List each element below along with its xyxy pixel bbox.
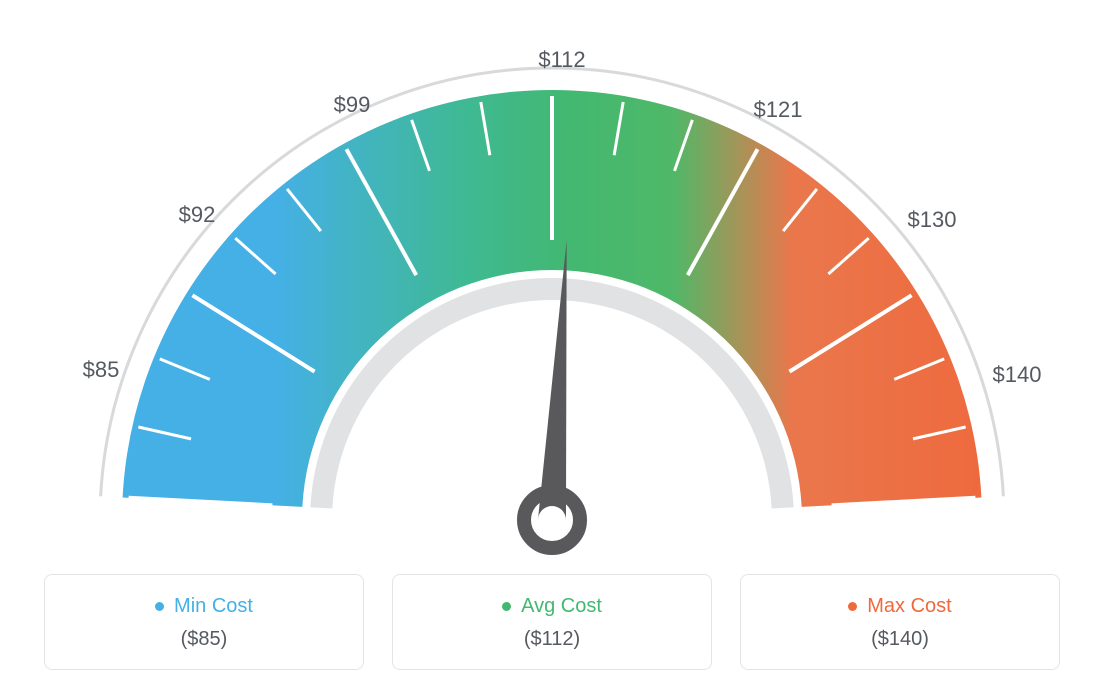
legend-label-min: Min Cost — [174, 595, 253, 618]
legend-title-min: Min Cost — [155, 595, 253, 618]
gauge-label: $92 — [179, 202, 216, 228]
gauge-label: $140 — [993, 362, 1042, 388]
legend-dot-max — [848, 602, 857, 611]
legend-title-avg: Avg Cost — [502, 595, 602, 618]
cost-gauge: $85 $92 $99 $112 $121 $130 $140 — [52, 20, 1052, 570]
legend-dot-min — [155, 602, 164, 611]
gauge-label: $85 — [83, 357, 120, 383]
legend-row: Min Cost ($85) Avg Cost ($112) Max Cost … — [0, 574, 1104, 670]
legend-label-max: Max Cost — [867, 595, 951, 618]
legend-card-min: Min Cost ($85) — [44, 574, 364, 670]
legend-value-min: ($85) — [55, 628, 353, 651]
legend-dot-avg — [502, 602, 511, 611]
legend-card-avg: Avg Cost ($112) — [392, 574, 712, 670]
legend-card-max: Max Cost ($140) — [740, 574, 1060, 670]
legend-value-avg: ($112) — [403, 628, 701, 651]
gauge-label: $99 — [334, 92, 371, 118]
gauge-svg — [52, 20, 1052, 580]
legend-value-max: ($140) — [751, 628, 1049, 651]
legend-label-avg: Avg Cost — [521, 595, 602, 618]
gauge-label: $130 — [908, 207, 957, 233]
gauge-label: $121 — [754, 97, 803, 123]
legend-title-max: Max Cost — [848, 595, 951, 618]
gauge-label: $112 — [538, 47, 585, 73]
